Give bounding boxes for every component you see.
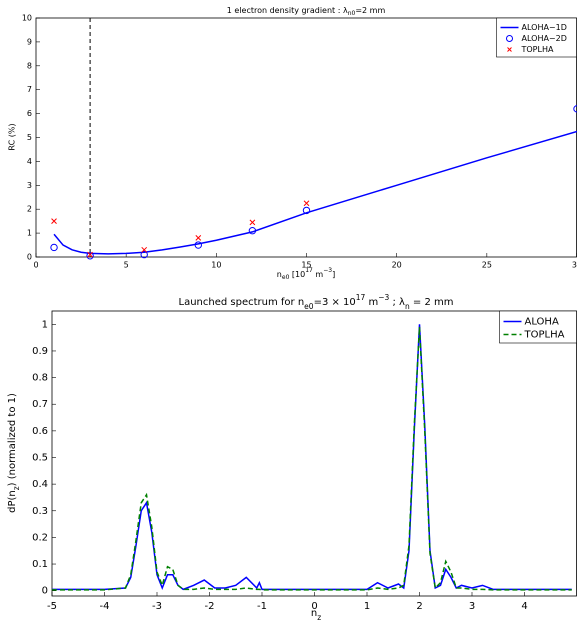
label-part: e0 — [282, 274, 290, 281]
y-tick-label: 8 — [27, 61, 32, 70]
legend-label: ALOHA — [525, 317, 559, 328]
chart-title: Launched spectrum for ne0=3 × 1017 m−3 ;… — [179, 293, 454, 311]
x-tick-label: 0 — [311, 601, 317, 612]
title-part: 1 electron density gradient : λ — [227, 6, 348, 15]
label-part: dP(n — [7, 490, 18, 513]
x-tick-label: 15 — [301, 261, 311, 270]
y-tick-label: 2 — [27, 205, 32, 214]
label-part: 17 — [305, 267, 313, 274]
legend-swatch — [506, 35, 513, 42]
label-part: z — [317, 613, 321, 622]
legend — [499, 310, 577, 344]
label-part: ) (normalized to 1) — [7, 393, 18, 486]
x-tick-label: 20 — [392, 261, 402, 270]
marker — [87, 251, 93, 258]
x-tick-label: 1 — [364, 601, 370, 612]
y-tick-label: 0.3 — [32, 506, 48, 517]
legend-label: TOPLHA — [521, 45, 554, 54]
label-part: −3 — [323, 267, 332, 274]
label-part: ] — [332, 270, 335, 279]
title-part: n0 — [348, 10, 356, 17]
y-tick-label: 0.9 — [32, 346, 48, 357]
y-tick-label: 0 — [42, 586, 48, 597]
y-axis-label: dP(nz) (normalized to 1) — [7, 393, 21, 513]
y-tick-label: 5 — [27, 133, 32, 142]
marker — [303, 200, 310, 207]
x-tick-label: -3 — [152, 601, 162, 612]
label-part: n — [311, 608, 317, 619]
y-tick-label: 3 — [27, 181, 32, 190]
y-axis-label: RC (%) — [8, 123, 17, 150]
x-tick-label: 25 — [482, 261, 492, 270]
x-tick-label: -1 — [257, 601, 267, 612]
y-tick-label: 1 — [42, 319, 48, 330]
plot-area — [51, 310, 577, 597]
y-tick-label: 0 — [27, 253, 32, 262]
y-tick-label: 0.2 — [32, 532, 48, 543]
x-tick-label: 5 — [124, 261, 129, 270]
y-tick-label: 0.6 — [32, 426, 48, 437]
y-tick-label: 0.4 — [32, 479, 48, 490]
marker — [141, 246, 148, 253]
y-tick-label: 0.7 — [32, 399, 48, 410]
title-part: 17 — [356, 293, 366, 302]
x-tick-label: 4 — [521, 601, 527, 612]
label-part: z — [12, 486, 21, 490]
y-tick-label: 0.8 — [32, 373, 48, 384]
y-tick-label: 6 — [27, 109, 32, 118]
legend-label: TOPLHA — [524, 330, 565, 341]
legend-label: ALOHA−2D — [522, 34, 567, 43]
y-tick-label: 0.1 — [32, 559, 48, 570]
title-part: n — [405, 302, 410, 311]
x-tick-label: -2 — [205, 601, 215, 612]
title-part: =2 mm — [355, 6, 385, 15]
marker — [194, 241, 203, 249]
x-tick-label: 10 — [211, 261, 221, 270]
series-line — [52, 326, 572, 591]
marker — [50, 243, 58, 252]
title-part: ; λ — [389, 297, 405, 308]
title-part: = 2 mm — [410, 297, 454, 308]
x-tick-label: -5 — [47, 601, 57, 612]
marker — [249, 219, 256, 226]
y-tick-label: 7 — [27, 85, 32, 94]
title-part: m — [365, 297, 378, 308]
x-tick-label: 2 — [416, 601, 422, 612]
x-tick-label: 3 — [469, 601, 475, 612]
title-part: −3 — [378, 293, 389, 302]
label-part: [10 — [289, 270, 305, 279]
legend-swatch — [507, 47, 512, 52]
title-part: =3 × 10 — [314, 297, 356, 308]
label-part: m — [313, 270, 324, 279]
y-tick-label: 9 — [27, 37, 32, 46]
marker — [51, 218, 57, 225]
chart-title: 1 electron density gradient : λn0=2 mm — [227, 6, 386, 18]
y-tick-label: 10 — [22, 14, 32, 23]
x-tick-label: -4 — [100, 601, 110, 612]
x-tick-label: 0 — [33, 261, 38, 270]
legend-label: ALOHA−1D — [522, 23, 567, 32]
title-part: e0 — [304, 302, 314, 311]
series-line — [53, 130, 577, 255]
marker — [86, 252, 94, 260]
marker — [140, 250, 148, 259]
marker — [248, 227, 257, 235]
y-tick-label: 1 — [27, 229, 32, 238]
label-part: n — [277, 270, 282, 279]
marker — [302, 206, 311, 215]
x-axis-label: ne0 [1017 m−3] — [277, 267, 335, 281]
y-tick-label: 0.5 — [32, 452, 48, 463]
title-part: Launched spectrum for n — [179, 297, 305, 308]
y-tick-label: 4 — [27, 157, 32, 166]
marker — [195, 235, 202, 241]
x-tick-label: 30 — [572, 261, 577, 270]
plot-area — [35, 17, 577, 258]
x-axis-label: nz — [311, 608, 321, 622]
